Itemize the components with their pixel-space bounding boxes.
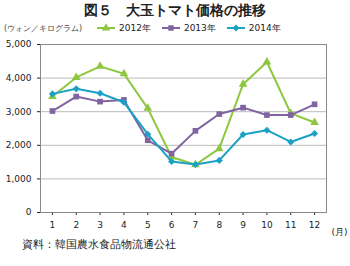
svg-text:6: 6	[169, 220, 175, 230]
svg-text:3,000: 3,000	[6, 107, 32, 117]
svg-text:12: 12	[309, 220, 320, 230]
svg-text:5,000: 5,000	[6, 39, 32, 49]
svg-text:4: 4	[121, 220, 127, 230]
html-text:2012年: 2012年	[119, 22, 151, 33]
svg-text:4,000: 4,000	[6, 73, 32, 83]
svg-text:(月): (月)	[331, 227, 347, 237]
svg-text:2: 2	[73, 220, 79, 230]
html-text:資料：韓国農水食品物流通公社: 資料：韓国農水食品物流通公社	[22, 238, 176, 251]
svg-text:3: 3	[97, 220, 103, 230]
svg-text:1: 1	[50, 220, 56, 230]
html-text:2013年: 2013年	[183, 22, 216, 33]
svg-text:7: 7	[193, 220, 199, 230]
svg-text:5: 5	[145, 220, 151, 230]
html-text:(ウォン／キログラム): (ウォン／キログラム)	[4, 23, 83, 33]
svg-text:11: 11	[285, 220, 296, 230]
svg-text:10: 10	[261, 220, 273, 230]
svg-text:0: 0	[26, 207, 32, 217]
html-text:2014年: 2014年	[248, 22, 281, 33]
html-text:図５ 大玉トマト価格の推移: 図５ 大玉トマト価格の推移	[84, 2, 266, 18]
svg-text:9: 9	[240, 220, 246, 230]
svg-text:8: 8	[216, 220, 222, 230]
svg-text:2,000: 2,000	[6, 140, 32, 150]
svg-text:1,000: 1,000	[6, 174, 32, 184]
